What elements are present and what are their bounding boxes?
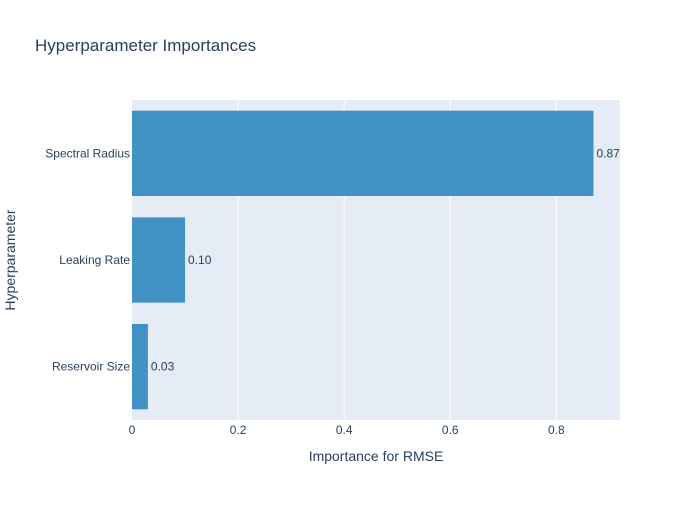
bar-value-label: 0.87 [596,146,620,160]
x-axis-ticks: 0 0.2 0.4 0.6 0.8 [129,423,565,437]
bars [132,110,594,410]
x-tick-label: 0.4 [336,423,353,437]
y-axis-title: Hyperparameter [2,209,18,310]
bar-value-label: 0.10 [188,253,212,267]
chart-title: Hyperparameter Importances [35,36,256,55]
x-tick-label: 0 [129,423,136,437]
x-tick-label: 0.2 [230,423,247,437]
x-tick-label: 0.6 [442,423,459,437]
bar [132,324,148,410]
bar-value-label: 0.03 [151,360,175,374]
bar [132,110,594,196]
y-axis-ticks: Spectral Radius Leaking Rate Reservoir Siz… [45,146,130,373]
bar-value-labels: 0.87 0.10 0.03 [151,146,620,373]
x-axis-title: Importance for RMSE [309,448,444,464]
y-tick-label: Spectral Radius [45,146,130,160]
x-tick-label: 0.8 [548,423,565,437]
y-tick-label: Leaking Rate [59,253,130,267]
bar [132,217,186,303]
y-tick-label: Reservoir Size [52,360,130,374]
